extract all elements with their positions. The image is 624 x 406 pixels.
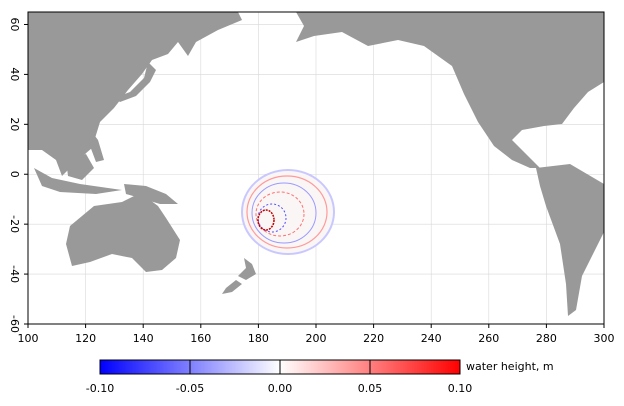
borneo <box>66 154 94 180</box>
colorbar-tick-label: -0.05 <box>176 382 204 395</box>
wave-ring <box>255 191 305 237</box>
colorbar-label: water height, m <box>466 360 554 373</box>
x-tick-label: 120 <box>75 332 96 345</box>
land <box>28 12 604 316</box>
wave-ring <box>257 209 275 231</box>
wave-front <box>241 169 335 255</box>
japan <box>114 62 156 102</box>
south-america <box>536 164 604 316</box>
x-tick-label: 180 <box>248 332 269 345</box>
colorbar-tick-label: 0.00 <box>268 382 293 395</box>
x-tick-label: 240 <box>421 332 442 345</box>
y-tick-label: 20 <box>8 117 21 131</box>
australia <box>66 196 180 272</box>
north-america <box>296 12 604 168</box>
indonesia <box>34 168 122 194</box>
x-tick-label: 300 <box>594 332 615 345</box>
colorbar-tick-label: 0.05 <box>358 382 383 395</box>
tsunami-field <box>241 169 335 255</box>
x-tick-label: 100 <box>18 332 39 345</box>
colorbar-tick-label: 0.10 <box>448 382 473 395</box>
x-tick-label: 160 <box>190 332 211 345</box>
wave-ring <box>246 175 328 249</box>
new-guinea <box>124 184 178 204</box>
wave-ring <box>257 203 287 233</box>
x-tick-label: 200 <box>306 332 327 345</box>
y-tick-label: 60 <box>8 17 21 31</box>
x-tick-label: 260 <box>478 332 499 345</box>
y-tick-label: -20 <box>8 215 21 233</box>
x-tick-label: 220 <box>363 332 384 345</box>
x-tick-label: 280 <box>536 332 557 345</box>
y-tick-label: 0 <box>8 171 21 178</box>
new-zealand-south <box>222 280 242 294</box>
asia <box>28 12 242 176</box>
y-tick-label: -60 <box>8 315 21 333</box>
x-tick-label: 140 <box>133 332 154 345</box>
new-zealand <box>238 258 256 280</box>
taiwan-philippines <box>86 120 104 162</box>
y-tick-label: 40 <box>8 67 21 81</box>
colorbar-tick-label: -0.10 <box>86 382 114 395</box>
y-tick-label: -40 <box>8 265 21 283</box>
wave-ring <box>251 182 317 244</box>
axes: 100 120 140 160 180 200 220 240 260 280 300-60-40-… <box>8 17 615 345</box>
